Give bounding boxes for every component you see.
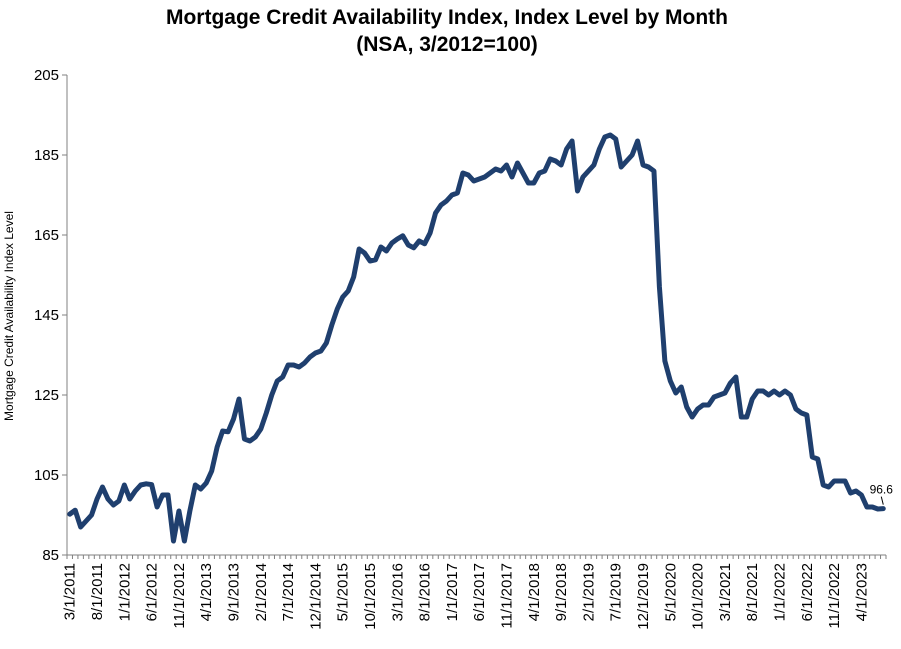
x-tick-label: 1/1/2017: [444, 563, 461, 621]
x-tick-label: 11/1/2012: [171, 563, 188, 629]
x-tick-label: 4/1/2023: [853, 563, 870, 621]
chart-title: Mortgage Credit Availability Index, Inde…: [166, 6, 728, 29]
x-tick-label: 10/1/2015: [362, 563, 379, 630]
x-tick-label: 7/1/2014: [280, 563, 297, 621]
series-layer: [67, 132, 886, 544]
x-tick-label: 11/1/2017: [499, 563, 516, 629]
y-axis: 85 105 125 145 165 185 205: [34, 67, 68, 564]
y-tick-label: 165: [34, 227, 59, 244]
x-tick-label: 4/1/2018: [526, 563, 543, 621]
x-tick-label: 4/1/2013: [198, 563, 215, 621]
x-tick-label: 12/1/2019: [635, 563, 652, 630]
y-tick-label: 205: [34, 67, 59, 84]
x-tick-label: 6/1/2022: [799, 563, 816, 621]
x-tick-label: 9/1/2013: [226, 563, 243, 621]
x-tick-label: 10/1/2020: [690, 563, 707, 630]
x-tick-label: 6/1/2012: [144, 563, 161, 621]
x-tick-label: 9/1/2018: [553, 563, 570, 621]
last-value-label: 96.6: [870, 483, 894, 497]
y-tick-label: 145: [34, 307, 59, 324]
x-tick-label: 5/1/2020: [662, 563, 679, 621]
x-tick-label: 2/1/2014: [253, 563, 270, 621]
x-tick-label: 2/1/2019: [580, 563, 597, 621]
x-tick-label: 11/1/2022: [826, 563, 843, 629]
chart-subtitle: (NSA, 3/2012=100): [356, 33, 538, 56]
y-tick-label: 125: [34, 387, 59, 404]
x-tick-label: 8/1/2011: [89, 563, 106, 620]
annotation-layer: 96.6: [870, 483, 894, 505]
x-tick-label: 3/1/2011: [62, 563, 79, 620]
x-tick-label: 6/1/2017: [471, 563, 488, 621]
y-tick-label: 105: [34, 467, 59, 484]
x-tick-label: 1/1/2022: [772, 563, 789, 621]
x-tick-label: 1/1/2012: [116, 563, 133, 621]
series-line-mcai: [67, 132, 886, 544]
y-tick-label: 185: [34, 147, 59, 164]
x-tick-label: 8/1/2021: [744, 563, 761, 621]
x-tick-label: 3/1/2021: [717, 563, 734, 621]
x-tick-label: 12/1/2014: [307, 563, 324, 630]
x-tick-label: 3/1/2016: [389, 563, 406, 621]
last-value-leader: [880, 496, 884, 505]
y-axis-label: Mortgage Credit Availability Index Level: [2, 211, 16, 421]
x-axis: 3/1/2011 8/1/2011 1/1/2012 6/1/2012 11/1/201…: [62, 554, 887, 630]
y-tick-label: 85: [42, 547, 59, 564]
x-tick-label: 5/1/2015: [335, 563, 352, 621]
x-tick-label: 8/1/2016: [417, 563, 434, 621]
x-tick-label: 7/1/2019: [608, 563, 625, 621]
